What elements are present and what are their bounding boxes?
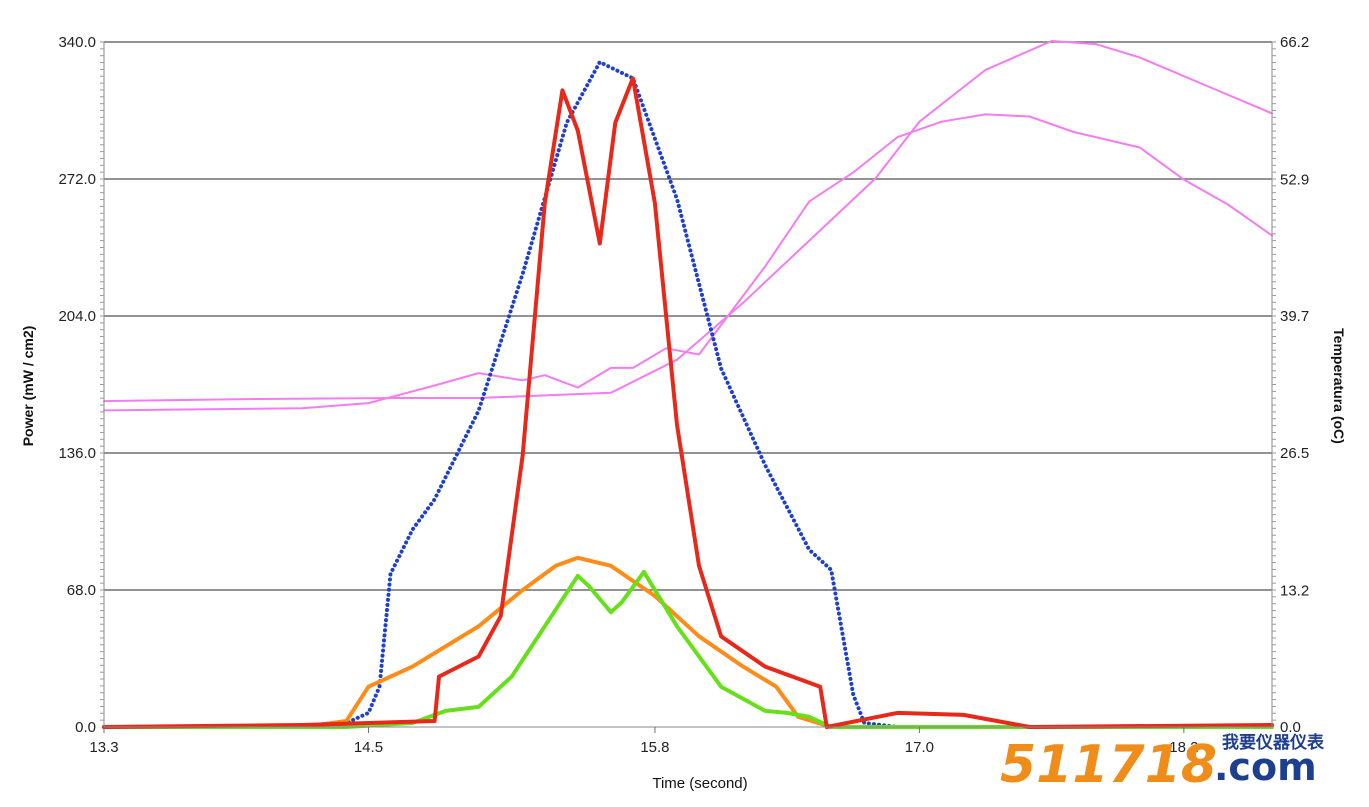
series-line-0 bbox=[102, 60, 1274, 729]
tick-labels: 0.0 68.0 136.0 204.0 272.0 340.0 0.0 13.2 26.5 39… bbox=[58, 34, 1309, 756]
x-tick-label: 15.8 bbox=[640, 739, 669, 756]
minor-ticks bbox=[100, 41, 1276, 733]
y2-tick-label: 13.2 bbox=[1280, 582, 1309, 599]
y2-tick-label: 66.2 bbox=[1280, 34, 1309, 51]
plot-background bbox=[104, 42, 1272, 727]
grid-lines bbox=[104, 41, 1272, 591]
series-line-4 bbox=[103, 40, 1273, 403]
y2-tick-label: 39.7 bbox=[1280, 308, 1309, 325]
x-tick-label: 17.0 bbox=[905, 739, 934, 756]
y2-tick-label: 26.5 bbox=[1280, 445, 1309, 462]
y-tick-label: 0.0 bbox=[75, 719, 96, 736]
watermark-number: 511718 bbox=[1000, 735, 1217, 795]
y2-tick-label: 0.0 bbox=[1280, 719, 1301, 736]
series-line-5 bbox=[103, 113, 1273, 412]
x-tick-label: 14.5 bbox=[354, 739, 383, 756]
y-tick-label: 272.0 bbox=[58, 171, 96, 188]
watermark-cn-text: 我要仪器仪表 bbox=[1222, 732, 1325, 753]
watermark: 511718 .com 我要仪器仪表 bbox=[1000, 732, 1325, 795]
y-tick-label: 136.0 bbox=[58, 445, 96, 462]
series-line-3 bbox=[102, 569, 1274, 729]
y-axis-title: Power (mW / cm2) bbox=[20, 326, 36, 447]
y2-tick-label: 52.9 bbox=[1280, 172, 1309, 189]
x-tick-label: 13.3 bbox=[89, 739, 118, 756]
y-tick-label: 68.0 bbox=[67, 582, 96, 599]
watermark-domain: .com bbox=[1214, 745, 1317, 789]
series-line-2 bbox=[102, 555, 1274, 729]
y2-axis-title: Temperatura (oC) bbox=[1331, 328, 1347, 444]
y-tick-label: 204.0 bbox=[58, 308, 96, 325]
y-tick-label: 340.0 bbox=[58, 34, 96, 51]
x-tick-label: 18.2 bbox=[1169, 739, 1198, 756]
x-axis-title: Time (second) bbox=[652, 775, 747, 792]
